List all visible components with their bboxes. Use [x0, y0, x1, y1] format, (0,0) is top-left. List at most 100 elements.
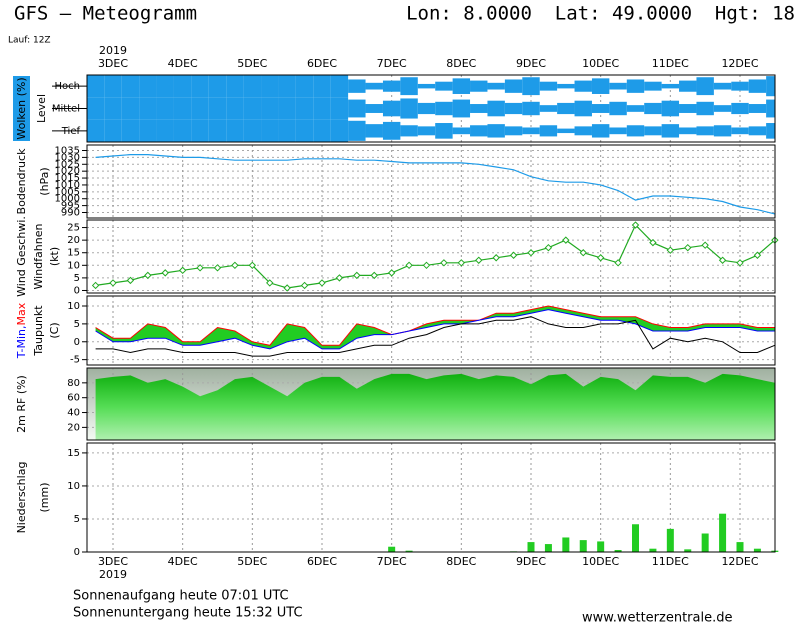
axis-label: Bodendruck — [15, 148, 28, 215]
cloud-cell — [313, 75, 331, 98]
cloud-cell — [261, 75, 279, 98]
cloud-cell — [417, 83, 436, 89]
cloud-cell — [348, 79, 366, 93]
panel-frame — [86, 367, 776, 441]
cloud-cell — [609, 127, 627, 135]
y-tick-label: 10 — [67, 301, 80, 312]
cloud-cell — [644, 126, 662, 136]
cloud-cell — [348, 120, 366, 141]
cloud-cell — [748, 104, 767, 113]
cloud-cell — [748, 126, 767, 136]
cloud-cell — [470, 125, 488, 137]
cloud-cell — [591, 124, 610, 138]
panel-frame — [86, 144, 776, 219]
marker — [753, 251, 762, 259]
y-tick-label: -5 — [70, 355, 80, 366]
year-label: 2019 — [99, 44, 127, 57]
cloud-cell — [365, 124, 383, 138]
cloud-cell — [731, 102, 749, 115]
cloud-cell — [539, 81, 558, 91]
axis-label: Niederschlag — [15, 462, 28, 534]
cloud-cell — [470, 104, 488, 113]
bar — [597, 541, 605, 552]
bar — [562, 537, 570, 552]
bar — [544, 544, 552, 552]
marker — [544, 243, 553, 252]
cloud-cell — [104, 75, 122, 98]
axis-label: Level — [35, 94, 48, 123]
cloud-cell — [626, 125, 645, 137]
cloud-cell — [487, 100, 505, 117]
cloud-cell — [557, 128, 575, 134]
cloud-cell — [679, 80, 697, 92]
bar — [666, 528, 674, 552]
cloud-cell — [87, 97, 105, 120]
bar — [649, 548, 657, 552]
y-tick-label: 10 — [67, 481, 80, 492]
cloud-cell — [330, 75, 349, 98]
y-tick-label: 10 — [67, 260, 80, 271]
y-tick-label: 1025 — [55, 159, 80, 170]
cloud-cell — [435, 101, 453, 116]
cloud-cell — [574, 100, 592, 117]
bar — [736, 542, 744, 552]
marker — [231, 261, 239, 270]
marker — [596, 254, 605, 262]
axis-label: Wolken (%) — [15, 77, 28, 139]
bar — [405, 550, 413, 552]
date-label: 9DEC — [516, 555, 546, 568]
marker — [161, 269, 169, 277]
bar — [579, 540, 587, 552]
sunrise: Sonnenaufgang heute 07:01 UTC — [73, 589, 289, 604]
axis-label: Windfahnen — [32, 224, 45, 290]
date-label: 11DEC — [652, 555, 689, 568]
marker — [387, 269, 396, 277]
y-tick-label: 15 — [67, 248, 80, 259]
y-tick-label: 1035 — [55, 146, 80, 157]
cloud-cell — [191, 97, 209, 120]
marker — [527, 249, 535, 257]
cloud-cell — [591, 104, 610, 113]
cloud-cell — [661, 83, 680, 89]
bar — [753, 548, 761, 552]
date-label: 6DEC — [307, 57, 337, 70]
panel-bg — [87, 443, 775, 552]
date-label: 4DEC — [168, 555, 198, 568]
marker — [492, 254, 500, 262]
marker — [509, 251, 518, 259]
series-line — [95, 305, 775, 346]
bar — [632, 524, 639, 552]
marker — [91, 281, 100, 290]
cloud-cell — [365, 104, 383, 113]
axis-label: T-Min,Max — [15, 302, 28, 359]
cloud-cell — [278, 75, 296, 98]
cloud-cell — [243, 75, 262, 98]
date-label: 10DEC — [582, 555, 619, 568]
y-tick-label: 0 — [74, 285, 80, 296]
marker — [440, 259, 448, 267]
date-label: 8DEC — [446, 555, 476, 568]
marker — [283, 284, 291, 292]
cloud-cell — [435, 123, 453, 139]
cloud-cell — [156, 97, 174, 120]
cloud-cell — [731, 127, 749, 135]
cloud-cell — [452, 127, 471, 135]
date-label: 5DEC — [237, 555, 267, 568]
cloud-cell — [713, 125, 732, 137]
cloud-cell — [574, 80, 592, 92]
cloud-cell — [139, 119, 157, 142]
marker — [614, 259, 622, 267]
cloud-cell — [313, 97, 331, 120]
cloud-cell — [173, 75, 192, 98]
y-tick-label: 1005 — [55, 187, 80, 198]
axis-label: (mm) — [38, 482, 51, 512]
marker — [213, 264, 222, 272]
cloud-cell — [295, 119, 314, 142]
cloud-cell — [626, 79, 645, 93]
cloud-cell — [400, 125, 418, 137]
cloud-cell — [696, 77, 714, 96]
cloud-cell — [121, 119, 140, 142]
marker — [649, 238, 657, 247]
cloud-cell — [121, 75, 140, 98]
